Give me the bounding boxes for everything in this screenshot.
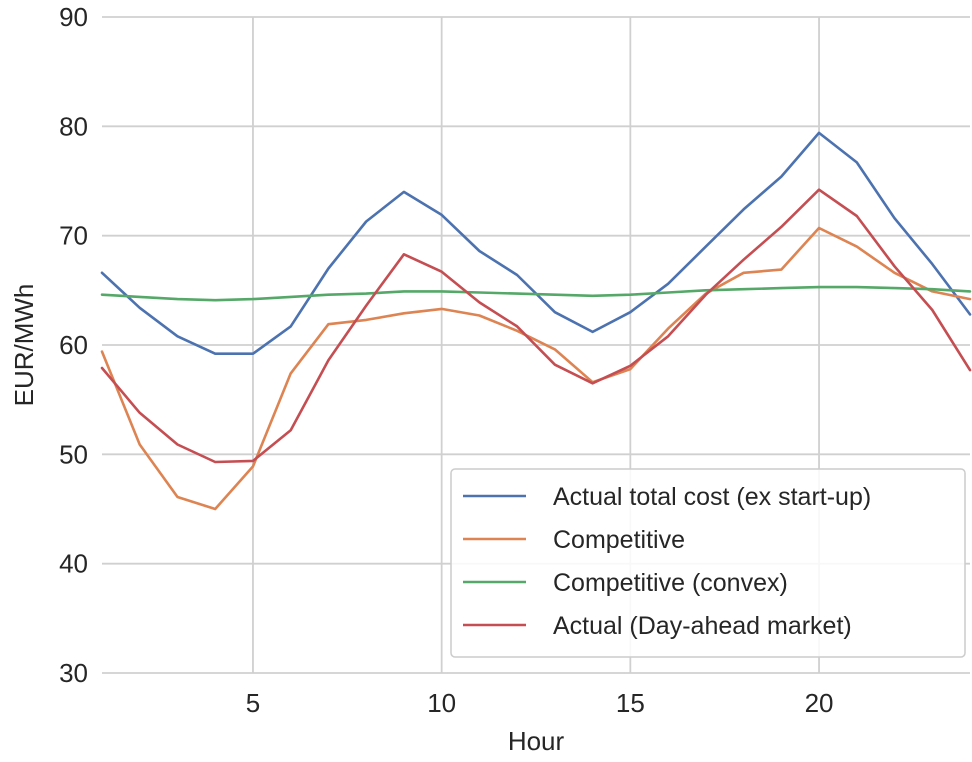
- legend-box: [450, 468, 966, 658]
- series-line: [100, 226, 972, 511]
- x-tick-label: 5: [246, 688, 260, 718]
- y-axis-label: EUR/MWh: [9, 284, 39, 407]
- y-tick-label: 70: [59, 221, 88, 251]
- legend: Actual total cost (ex start-up) Competiti…: [450, 468, 966, 658]
- y-tick-label: 90: [59, 2, 88, 32]
- legend-entry-label: Actual total cost (ex start-up): [553, 483, 871, 511]
- x-tick-label: 15: [616, 688, 645, 718]
- x-tick-label: 20: [805, 688, 834, 718]
- series-line: [100, 188, 972, 464]
- y-tick-label: 60: [59, 330, 88, 360]
- y-tick-label: 80: [59, 111, 88, 141]
- y-tick-label: 40: [59, 549, 88, 579]
- legend-entry-label: Competitive: [553, 526, 685, 554]
- series-lines: [100, 131, 972, 511]
- series-line: [100, 285, 972, 302]
- legend-entry-label: Competitive (convex): [553, 569, 788, 597]
- y-tick-label: 30: [59, 658, 88, 688]
- x-tick-label: 10: [427, 688, 456, 718]
- tick-labels: 30 40 50 60 70 80 90 5 10 15 20: [59, 2, 833, 718]
- legend-entry-label: Actual (Day-ahead market): [553, 612, 852, 640]
- y-tick-label: 50: [59, 439, 88, 469]
- x-axis-label: Hour: [508, 726, 565, 756]
